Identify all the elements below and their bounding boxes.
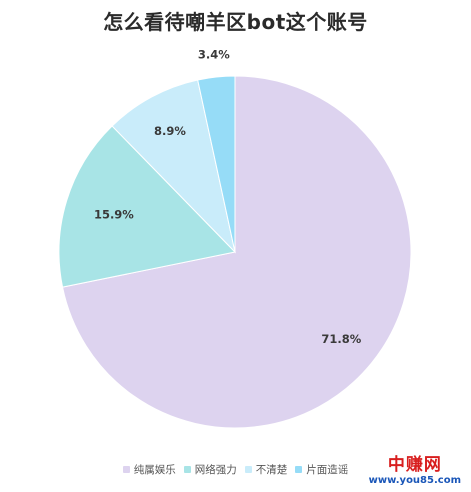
slice-value-label-0: 71.8%	[321, 332, 361, 346]
slice-value-label-1: 15.9%	[94, 208, 134, 222]
pie-slice-0[interactable]	[61, 75, 412, 429]
legend-label-3: 片面造谣	[306, 464, 349, 476]
chart-title: 怎么看待嘲羊区bot这个账号	[103, 10, 368, 34]
legend-swatch-0	[122, 466, 130, 473]
legend-label-0: 纯属娱乐	[133, 464, 176, 476]
legend-swatch-2	[244, 466, 252, 473]
pie-slice-2[interactable]	[111, 79, 236, 254]
slice-value-label-2: 8.9%	[154, 124, 186, 138]
legend-label-2: 不清楚	[255, 464, 288, 476]
legend-swatch-1	[183, 466, 191, 473]
pie-slice-1[interactable]	[58, 125, 236, 288]
pie-slices	[58, 75, 412, 429]
legend-item-1[interactable]: 网络强力	[183, 462, 237, 477]
watermark-main-text: 中赚网	[387, 455, 442, 476]
legend-item-2[interactable]: 不清楚	[244, 462, 288, 477]
legend-label-1: 网络强力	[194, 464, 237, 476]
watermark-logo: 中赚网 www.you85.com	[369, 456, 461, 486]
pie-labels: 71.8% 15.9% 8.9% 3.4%	[94, 47, 362, 346]
legend-item-0[interactable]: 纯属娱乐	[122, 462, 176, 477]
legend-item-3[interactable]: 片面造谣	[295, 462, 348, 477]
pie-slice-3[interactable]	[197, 75, 236, 253]
watermark-url-text: www.you85.com	[368, 475, 461, 486]
legend-swatch-3	[295, 466, 303, 473]
chart-legend: 纯属娱乐 网络强力 不清楚 片面造谣	[0, 462, 471, 477]
slice-value-label-3: 3.4%	[198, 47, 230, 61]
